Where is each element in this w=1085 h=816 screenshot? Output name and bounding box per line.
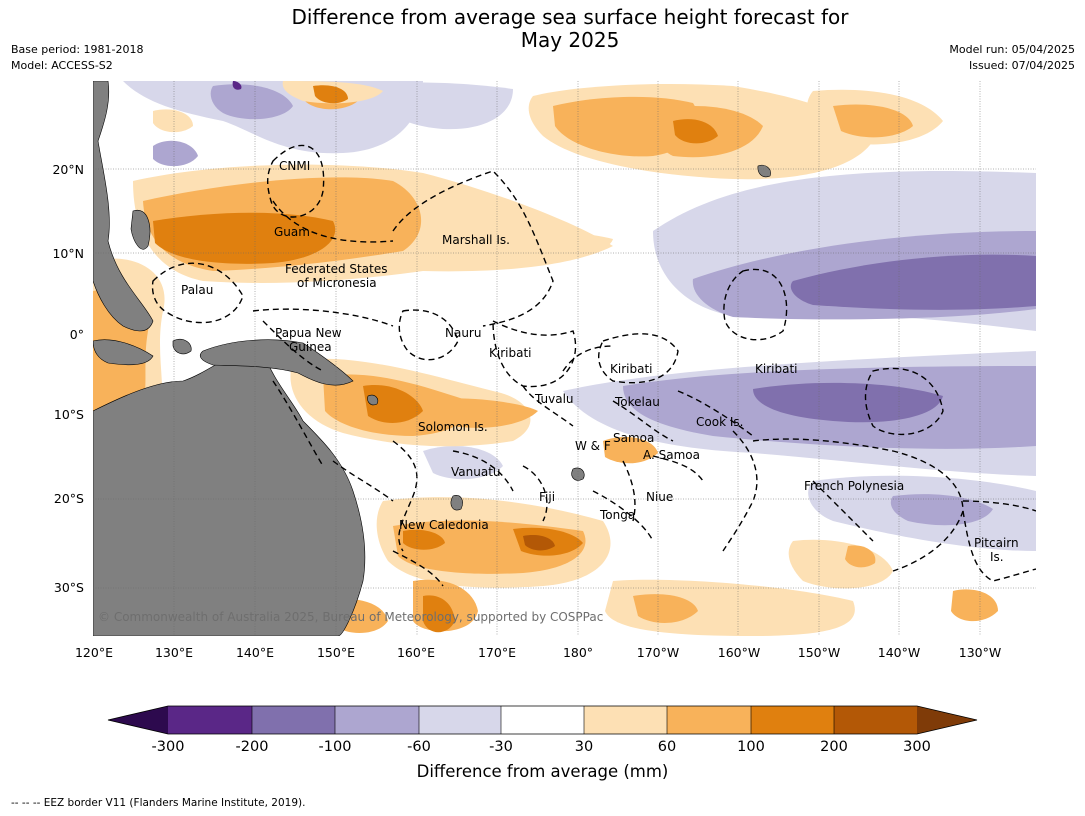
cb-label-m200: -200 — [236, 739, 269, 755]
land-layer — [93, 81, 771, 636]
colorbar-swatch-4 — [419, 706, 501, 734]
label-fiji: Fiji — [539, 490, 555, 504]
label-solomon: Solomon Is. — [418, 420, 488, 434]
base-period: Base period: 1981-2018 — [11, 43, 144, 56]
lon-label-150e: 150°E — [317, 645, 355, 660]
label-tokelau: Tokelau — [614, 395, 660, 409]
label-vanuatu: Vanuatu — [451, 465, 501, 479]
colorbar-swatch-8 — [751, 706, 834, 734]
asia-landmass — [93, 81, 154, 332]
colorbar-swatch-6 — [584, 706, 667, 734]
eez-footnote: -- -- -- EEZ border V11 (Flanders Marine… — [11, 797, 306, 809]
lon-label-140e: 140°E — [236, 645, 274, 660]
title-line-1: Difference from average sea surface heig… — [291, 5, 849, 29]
lon-label-160e: 160°E — [397, 645, 435, 660]
cb-label-m30: -30 — [489, 739, 513, 755]
lat-label-eq: 0° — [70, 327, 84, 342]
meta-left: Base period: 1981-2018 Model: ACCESS-S2 — [11, 42, 143, 74]
label-tonga: Tonga — [599, 508, 635, 522]
cb-label-m100: -100 — [319, 739, 352, 755]
lon-label-160w: 160°W — [718, 645, 760, 660]
label-pitcairn-1: Pitcairn — [974, 536, 1019, 550]
cb-label-p60: 60 — [658, 739, 676, 755]
lon-label-170e: 170°E — [478, 645, 516, 660]
colorbar-swatch-2 — [252, 706, 335, 734]
colorbar-swatch-9 — [834, 706, 917, 734]
new-guinea-landmass — [200, 339, 354, 386]
label-kiribati-east: Kiribati — [755, 362, 797, 376]
label-png-2: Guinea — [289, 340, 332, 354]
label-cnmi: CNMI — [279, 159, 310, 173]
colorbar-swatch-7 — [667, 706, 751, 734]
label-new-caledonia: New Caledonia — [399, 518, 489, 532]
lon-label-150w: 150°W — [798, 645, 840, 660]
cb-label-p30: 30 — [575, 739, 593, 755]
model-run: Model run: 05/04/2025 — [949, 43, 1075, 56]
label-niue: Niue — [646, 490, 673, 504]
map-panel: CNMI Guam Marshall Is. Federated States … — [93, 81, 1036, 636]
longitude-labels: 120°E 130°E 140°E 150°E 160°E 170°E 180°… — [75, 645, 1001, 660]
label-fsm-1: Federated States — [285, 262, 387, 276]
graticule — [93, 81, 1036, 636]
issued-date: Issued: 07/04/2025 — [968, 59, 1075, 72]
model-name: Model: ACCESS-S2 — [11, 59, 113, 72]
label-pitcairn-2: Is. — [990, 550, 1004, 564]
lon-label-140w: 140°W — [878, 645, 920, 660]
colorbar: -300 -200 -100 -60 -30 30 60 100 200 300 — [107, 705, 978, 755]
lon-label-130w: 130°W — [959, 645, 1001, 660]
label-nauru: Nauru — [445, 326, 481, 340]
borneo-landmass — [93, 339, 154, 366]
colorbar-swatch-5 — [501, 706, 584, 734]
label-kiribati-central: Kiribati — [610, 362, 652, 376]
lat-label-20s: 20°S — [54, 491, 84, 506]
colorbar-title: Difference from average (mm) — [416, 762, 669, 781]
label-samoa: Samoa — [613, 431, 654, 445]
label-french-polynesia: French Polynesia — [804, 479, 904, 493]
map-title: Difference from average sea surface heig… — [0, 6, 1085, 52]
lon-label-120e: 120°E — [75, 645, 113, 660]
colorbar-min-extend — [108, 706, 168, 734]
cb-label-p300: 300 — [903, 739, 931, 755]
cb-label-m300: -300 — [152, 739, 185, 755]
label-wallis: W & F — [575, 439, 611, 453]
cb-label-p200: 200 — [820, 739, 848, 755]
cb-label-m60: -60 — [407, 739, 431, 755]
label-fsm-2: of Micronesia — [297, 276, 377, 290]
colorbar-max-extend — [917, 706, 977, 734]
label-asamoa: A. Samoa — [643, 448, 700, 462]
label-palau: Palau — [181, 283, 213, 297]
map-svg: CNMI Guam Marshall Is. Federated States … — [93, 81, 1036, 636]
lon-label-130e: 130°E — [155, 645, 193, 660]
title-line-2: May 2025 — [520, 28, 620, 52]
lat-label-20n: 20°N — [52, 162, 84, 177]
lon-label-170w: 170°W — [637, 645, 679, 660]
eez-borders — [151, 144, 1036, 587]
colorbar-swatch-3 — [335, 706, 419, 734]
australia-landmass — [93, 348, 366, 636]
lat-label-10s: 10°S — [54, 407, 84, 422]
label-tuvalu: Tuvalu — [534, 392, 574, 406]
place-labels: CNMI Guam Marshall Is. Federated States … — [181, 159, 1019, 564]
meta-right: Model run: 05/04/2025 Issued: 07/04/2025 — [949, 42, 1075, 74]
copyright-text: © Commonwealth of Australia 2025, Bureau… — [98, 610, 603, 624]
colorbar-swatch-1 — [168, 706, 252, 734]
label-marshall: Marshall Is. — [442, 233, 510, 247]
label-guam: Guam — [274, 225, 310, 239]
label-cook: Cook Is. — [696, 415, 743, 429]
lon-label-180: 180° — [563, 645, 593, 660]
latitude-labels: 20°N 10°N 0° 10°S 20°S 30°S — [52, 162, 84, 595]
label-kiribati-west: Kiribati — [489, 346, 531, 360]
philippines-landmass — [130, 209, 151, 250]
lat-label-30s: 30°S — [54, 580, 84, 595]
lat-label-10n: 10°N — [52, 246, 84, 261]
cb-label-p100: 100 — [737, 739, 765, 755]
label-png-1: Papua New — [275, 326, 342, 340]
